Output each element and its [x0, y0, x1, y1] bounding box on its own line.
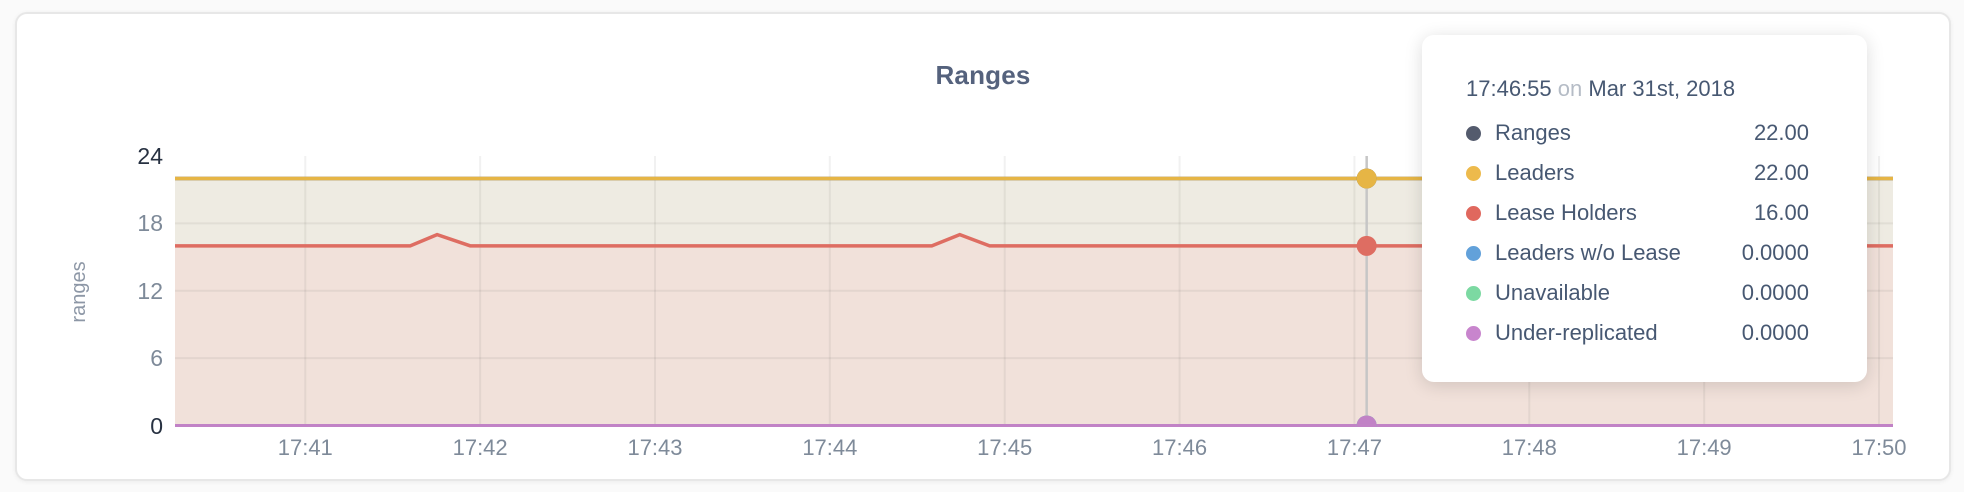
- series-value: 0.0000: [1741, 280, 1809, 305]
- x-tick-label: 17:45: [977, 435, 1033, 460]
- series-value: 22.00: [1753, 120, 1809, 145]
- x-tick-label: 17:50: [1851, 435, 1907, 460]
- series-line: [175, 232, 1893, 248]
- chart-title: Ranges: [935, 60, 1031, 90]
- series-color-dot-icon: [1466, 285, 1481, 301]
- tooltip-date: Mar 31st, 2018: [1588, 76, 1736, 101]
- hover-tooltip: 17:46:55 on Mar 31st, 2018 Ranges 22.00 Le…: [1422, 35, 1867, 382]
- tooltip-timestamp: 17:46:55 on Mar 31st, 2018: [1466, 71, 1809, 107]
- series-name: Ranges: [1495, 120, 1571, 145]
- tooltip-row: Leaders 22.00: [1466, 153, 1809, 193]
- series-color-dot-icon: [1466, 125, 1481, 141]
- tooltip-time: 17:46:55: [1466, 76, 1552, 101]
- y-tick-label: 18: [137, 210, 163, 237]
- hover-point: [1356, 168, 1377, 189]
- tooltip-row: Lease Holders 16.00: [1466, 193, 1809, 233]
- series-color-dot-icon: [1466, 245, 1481, 261]
- tooltip-row: Ranges 22.00: [1466, 113, 1809, 153]
- series-name: Leaders w/o Lease: [1495, 240, 1681, 265]
- y-tick-label: 24: [137, 143, 163, 169]
- tooltip-on-word: on: [1557, 76, 1583, 101]
- series-value: 0.0000: [1741, 240, 1809, 265]
- series-name: Leaders: [1495, 160, 1575, 185]
- tooltip-legend: Ranges 22.00 Leaders 22.00 Lease Holders 16.0…: [1466, 113, 1809, 353]
- series-name: Unavailable: [1495, 280, 1610, 305]
- hover-point: [1356, 415, 1377, 427]
- x-tick-label: 17:46: [1152, 435, 1208, 460]
- x-tick-label: 17:43: [627, 435, 683, 460]
- series-color-dot-icon: [1466, 325, 1481, 341]
- tooltip-row: Under-replicated 0.0000: [1466, 313, 1809, 353]
- series-value: 22.00: [1753, 160, 1809, 185]
- series-name: Under-replicated: [1495, 320, 1658, 345]
- chart-card: Ranges ranges 24 18 12 6 0 17:41 17:42 17:43 17…: [15, 12, 1951, 481]
- x-tick-label: 17:44: [802, 435, 858, 460]
- y-tick-label: 12: [137, 277, 163, 304]
- x-tick-label: 17:47: [1326, 435, 1382, 460]
- tooltip-row: Unavailable 0.0000: [1466, 273, 1809, 313]
- series-name: Lease Holders: [1495, 200, 1637, 225]
- x-tick-label: 17:48: [1501, 435, 1557, 460]
- series-value: 16.00: [1753, 200, 1809, 225]
- y-tick-label: 6: [150, 345, 163, 372]
- y-tick-label: 0: [150, 412, 163, 439]
- series-color-dot-icon: [1466, 165, 1481, 181]
- x-tick-label: 17:41: [277, 435, 333, 460]
- x-tick-label: 17:49: [1676, 435, 1732, 460]
- series-value: 0.0000: [1741, 320, 1809, 345]
- tooltip-row: Leaders w/o Lease 0.0000: [1466, 233, 1809, 273]
- series-color-dot-icon: [1466, 205, 1481, 221]
- x-tick-label: 17:42: [452, 435, 508, 460]
- hover-point: [1356, 235, 1377, 256]
